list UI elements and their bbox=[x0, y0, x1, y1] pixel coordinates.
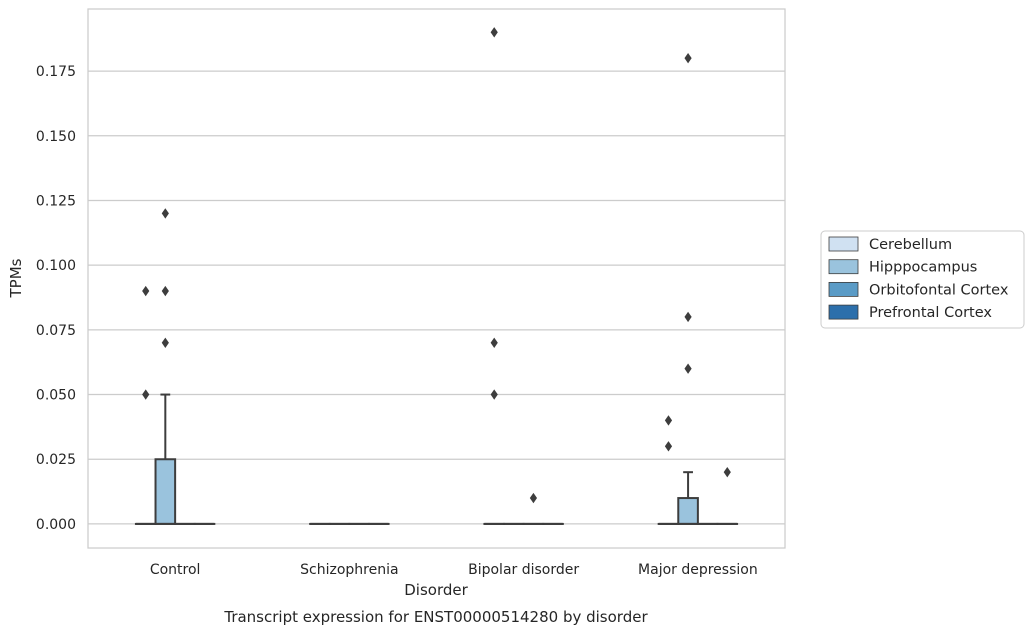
y-tick-labels: 0.000 0.025 0.050 0.075 0.100 0.125 0.150 0.175 bbox=[36, 64, 76, 533]
y-tick-label: 0.100 bbox=[36, 258, 76, 274]
y-tick-label: 0.050 bbox=[36, 388, 76, 404]
legend-swatch bbox=[828, 259, 859, 275]
legend-swatch bbox=[828, 236, 859, 252]
box bbox=[154, 458, 177, 525]
y-tick-label: 0.150 bbox=[36, 129, 76, 145]
chart-title: Transcript expression for ENST0000051428… bbox=[223, 608, 648, 626]
y-axis-label: TPMs bbox=[7, 258, 25, 298]
outlier-point bbox=[490, 337, 498, 349]
y-tick-label: 0.025 bbox=[36, 452, 76, 468]
y-tick-label: 0.075 bbox=[36, 323, 76, 339]
outlier-point bbox=[161, 337, 169, 349]
legend-label: Prefrontal Cortex bbox=[869, 305, 992, 321]
legend-frame bbox=[820, 230, 1025, 329]
outlier-point bbox=[490, 389, 498, 400]
legend-swatch bbox=[828, 281, 859, 297]
legend-label: Hipppocampus bbox=[869, 260, 977, 276]
legend: Cerebellum Hipppocampus Orbitofontal Corte… bbox=[820, 230, 1025, 329]
x-tick-label: Schizophrenia bbox=[300, 562, 398, 578]
outlier-point bbox=[142, 285, 150, 297]
plot-frame bbox=[87, 8, 786, 549]
x-tick-label: Major depression bbox=[638, 562, 758, 578]
outlier-point bbox=[161, 285, 169, 297]
outlier-point bbox=[529, 492, 538, 504]
x-tick-label: Bipolar disorder bbox=[468, 562, 579, 578]
outlier-point bbox=[684, 52, 692, 64]
boxes bbox=[134, 393, 739, 525]
outlier-point bbox=[723, 466, 731, 478]
outlier-point bbox=[684, 363, 692, 374]
legend-label: Cerebellum bbox=[869, 237, 952, 253]
outliers bbox=[142, 27, 731, 504]
outlier-point bbox=[664, 415, 673, 426]
outlier-point bbox=[490, 27, 498, 38]
outlier-point bbox=[664, 441, 673, 452]
outlier-point bbox=[161, 208, 169, 219]
legend-swatch bbox=[828, 304, 859, 320]
y-tick-label: 0.000 bbox=[36, 517, 76, 533]
legend-label: Orbitofontal Cortex bbox=[869, 282, 1009, 298]
x-tick-labels: Control Schizophrenia Bipolar disorder Majo… bbox=[150, 562, 758, 578]
x-tick-label: Control bbox=[150, 562, 201, 578]
x-axis-label: Disorder bbox=[404, 581, 468, 599]
outlier-point bbox=[142, 389, 150, 400]
y-tick-label: 0.175 bbox=[36, 64, 76, 80]
y-tick-label: 0.125 bbox=[36, 193, 76, 209]
outlier-point bbox=[684, 311, 692, 323]
box bbox=[677, 497, 699, 525]
